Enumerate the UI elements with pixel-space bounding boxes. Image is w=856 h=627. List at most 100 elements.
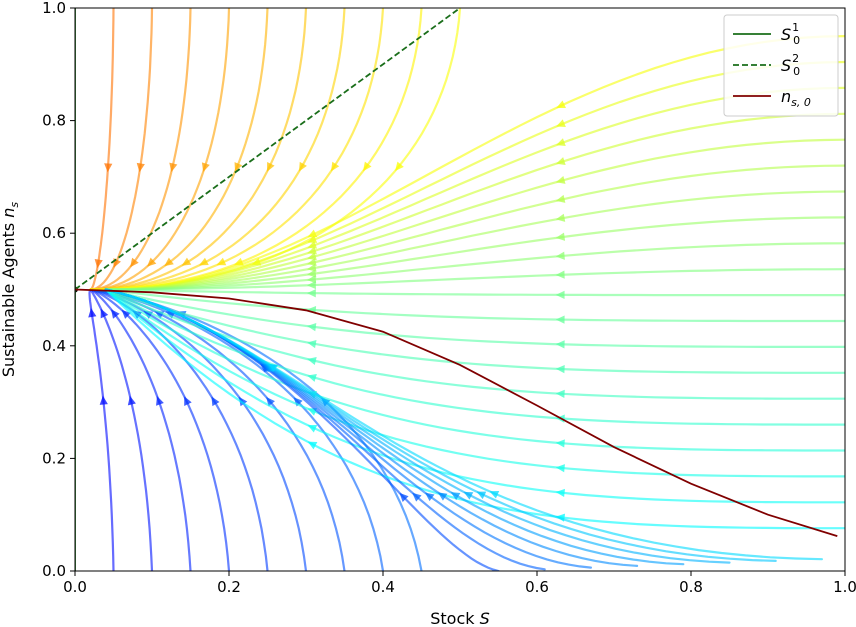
stream-arrow <box>555 213 566 222</box>
x-tick-label: 0.2 <box>217 578 241 596</box>
stream-arrow <box>555 315 565 324</box>
stream-arrow <box>169 162 178 173</box>
stream-arrow <box>164 257 174 267</box>
legend: S1 0 S2 0 ns, 0 <box>723 14 839 117</box>
streamline <box>104 288 845 297</box>
y-tick-label: 0.2 <box>42 449 66 467</box>
stream-arrow <box>181 257 192 266</box>
x-axis: 0.0 0.2 0.4 0.6 0.8 1.0 <box>63 571 856 596</box>
x-tick-label: 0.8 <box>679 578 703 596</box>
y-tick-label: 0.8 <box>42 112 66 130</box>
streamline <box>89 288 231 571</box>
y-axis: 0.0 0.2 0.4 0.6 0.8 1.0 <box>42 0 75 580</box>
stream-arrow <box>104 163 113 173</box>
streamline <box>104 242 845 291</box>
stream-arrow <box>555 270 565 279</box>
series-line-2 <box>75 288 838 537</box>
stream-arrow <box>412 492 422 502</box>
streamline <box>104 288 546 571</box>
stream-arrow <box>556 119 566 127</box>
stream-arrow <box>555 389 565 399</box>
streamline <box>104 288 731 564</box>
streamline <box>104 288 845 400</box>
stream-arrow <box>555 488 565 498</box>
streamline <box>88 288 115 571</box>
stream-arrow <box>94 258 103 269</box>
y-tick-label: 0.4 <box>42 337 66 355</box>
x-tick-label: 0.6 <box>525 578 549 596</box>
streamline <box>104 288 845 426</box>
streamline <box>89 288 192 571</box>
streamline <box>89 8 154 291</box>
stream-arrow <box>307 275 317 284</box>
stream-arrow <box>556 100 566 109</box>
stream-arrow <box>298 161 307 172</box>
stream-arrow <box>476 491 487 500</box>
streamline <box>104 288 845 478</box>
x-tick-label: 1.0 <box>833 578 856 596</box>
streamline <box>104 288 845 452</box>
streamline <box>89 8 115 291</box>
stream-arrow <box>399 492 409 503</box>
series-line-1 <box>75 8 461 291</box>
stream-arrow <box>307 229 318 238</box>
legend-label: S1 0 <box>781 21 800 47</box>
streamline <box>89 288 154 571</box>
stream-arrow <box>555 340 565 349</box>
stream-arrow <box>555 439 565 448</box>
stream-arrow <box>216 257 227 266</box>
stream-arrow <box>307 235 318 243</box>
stream-arrow <box>293 397 303 407</box>
stream-arrow <box>147 257 157 267</box>
streamline <box>104 86 845 291</box>
stream-arrow <box>307 357 317 366</box>
stream-arrow <box>111 309 120 319</box>
stream-arrow <box>307 340 317 349</box>
stream-arrow <box>268 363 279 372</box>
streamline <box>104 164 845 291</box>
stream-arrow <box>307 289 316 298</box>
stream-arrow <box>238 396 248 407</box>
streamline <box>104 288 845 348</box>
stream-arrow <box>555 251 565 260</box>
streamline <box>89 8 269 291</box>
stream-field <box>75 8 845 571</box>
stream-arrow <box>130 257 139 268</box>
streamline <box>104 268 845 291</box>
stream-arrow <box>555 194 566 203</box>
streamline <box>104 60 845 291</box>
streamline <box>104 288 845 323</box>
stream-arrow <box>489 490 500 499</box>
stream-arrow <box>555 232 566 241</box>
x-tick-label: 0.4 <box>371 578 395 596</box>
stream-arrow <box>395 161 404 172</box>
stream-arrow <box>307 269 317 278</box>
y-tick-label: 1.0 <box>42 0 66 17</box>
stream-arrow <box>307 441 318 450</box>
streamline <box>104 138 845 291</box>
stream-arrow <box>136 162 145 173</box>
y-axis-label: Sustainable Agents ns <box>0 202 21 378</box>
stream-arrow <box>437 492 448 501</box>
streamline <box>89 288 346 571</box>
stream-arrow <box>556 138 566 146</box>
streamline <box>89 288 385 571</box>
stream-arrow <box>201 162 210 173</box>
legend-box <box>723 14 839 117</box>
plot-frame <box>74 7 846 572</box>
streamline <box>104 288 845 530</box>
streamline <box>104 216 845 291</box>
streamline <box>89 8 308 291</box>
stream-arrow <box>211 396 220 407</box>
streamline <box>104 288 685 566</box>
stream-arrow <box>555 290 565 300</box>
stream-arrow <box>267 161 275 172</box>
streamline <box>104 112 845 291</box>
x-tick-label: 0.0 <box>63 578 87 596</box>
streamline <box>104 288 845 374</box>
stream-arrow <box>555 464 565 473</box>
stream-arrow <box>307 263 317 272</box>
stream-arrow <box>156 396 164 406</box>
streamline <box>89 8 346 291</box>
